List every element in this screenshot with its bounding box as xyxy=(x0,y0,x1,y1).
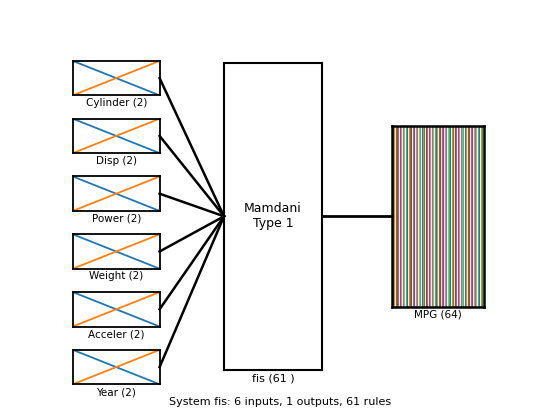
X-axis label: MPG (64): MPG (64) xyxy=(414,310,462,319)
X-axis label: Weight (2): Weight (2) xyxy=(89,271,143,281)
X-axis label: Power (2): Power (2) xyxy=(91,214,141,224)
Text: System fis: 6 inputs, 1 outputs, 61 rules: System fis: 6 inputs, 1 outputs, 61 rule… xyxy=(169,397,391,407)
X-axis label: Disp (2): Disp (2) xyxy=(96,156,137,166)
Text: Mamdani
Type 1: Mamdani Type 1 xyxy=(244,202,302,230)
X-axis label: Acceler (2): Acceler (2) xyxy=(88,329,144,339)
X-axis label: Year (2): Year (2) xyxy=(96,387,136,397)
X-axis label: fis (61 ): fis (61 ) xyxy=(251,374,295,384)
X-axis label: Cylinder (2): Cylinder (2) xyxy=(86,98,147,108)
